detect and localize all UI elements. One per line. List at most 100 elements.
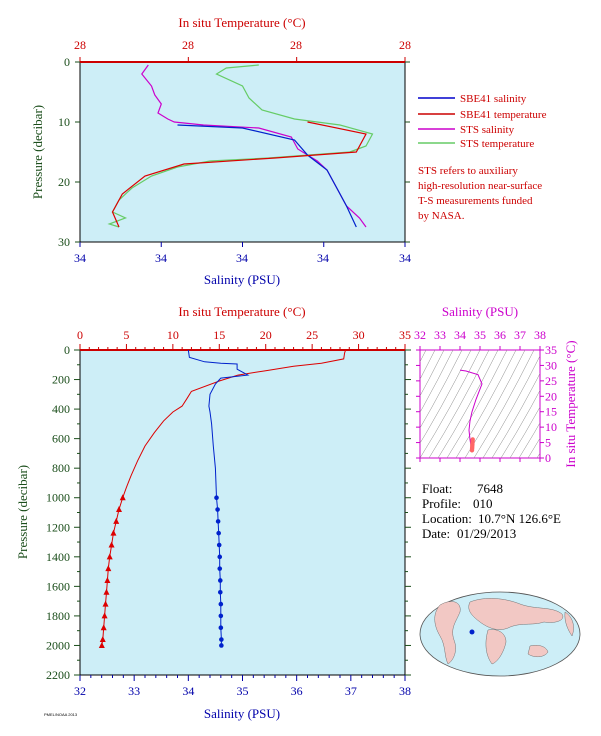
date-label: Date: [422, 526, 450, 541]
temperature-sample-marker [101, 612, 108, 619]
ts-series-group [459, 369, 483, 453]
main-sal-tick: 33 [128, 684, 140, 698]
density-contour [420, 350, 463, 429]
top-temp-tick: 28 [74, 38, 86, 52]
main-sal-tick: 37 [345, 684, 357, 698]
ts-temperature-tick: 20 [545, 389, 557, 403]
main-pressure-tick: 1200 [46, 520, 70, 534]
top-legend: SBE41 salinity SBE41 temperature STS sal… [418, 93, 547, 150]
salinity-sample-marker [216, 542, 222, 548]
main-sal-tick: 34 [182, 684, 194, 698]
main-pressure-tick: 1000 [46, 491, 70, 505]
salinity-sample-marker [217, 589, 223, 595]
legend-label: STS salinity [460, 124, 515, 136]
ts-plot-area [419, 349, 541, 459]
temperature-sample-marker [99, 636, 106, 643]
float-location-marker [469, 629, 475, 635]
salinity-sample-marker [217, 578, 223, 583]
top-sal-tick: 34 [236, 251, 248, 265]
main-temp-tick: 5 [123, 328, 129, 342]
top-series-group [107, 64, 374, 228]
ts-temperature-tick: 35 [545, 343, 557, 357]
main-temp-tick: 10 [167, 328, 179, 342]
main-temperature-ticks: 0 5 10 15 20 25 30 35 [77, 328, 411, 342]
map-land-australia [527, 645, 549, 657]
density-contour [491, 372, 540, 458]
profile-label: Profile: [422, 496, 461, 511]
top-pressure-tick: 10 [58, 115, 70, 129]
density-contour [555, 350, 601, 458]
world-map [419, 591, 581, 677]
top-pressure-ticks: 0 10 20 30 [58, 55, 70, 249]
date-value: 01/29/2013 [457, 526, 516, 541]
ts-temperature-axis-title: In situ Temperature (°C) [563, 340, 578, 467]
main-temp-tick: 15 [213, 328, 225, 342]
temperature-sample-marker [110, 529, 117, 536]
salinity-sample-marker [218, 613, 224, 619]
top-temperature-axis-title: In situ Temperature (°C) [178, 15, 305, 30]
density-contour [420, 350, 454, 413]
main-pressure-tick: 1800 [46, 609, 70, 623]
main-pressure-tick: 1400 [46, 550, 70, 564]
top-tick-marks [75, 57, 410, 247]
float-label: Float: [422, 481, 452, 496]
main-salinity-ticks: 32 33 34 35 36 37 38 [74, 684, 411, 698]
main-pressure-tick: 0 [64, 343, 70, 357]
temperature-sample-marker [102, 600, 109, 607]
top-series-sbe41-salinity [177, 124, 357, 228]
density-contour [420, 350, 481, 458]
credit-text: PMEL/NOAA 2013 [44, 712, 78, 717]
note-line: STS refers to auxiliary [418, 165, 518, 177]
ts-salinity-tick: 38 [534, 328, 546, 342]
temperature-sample-marker [119, 494, 126, 501]
top-salinity-ticks: 34 34 34 34 34 [74, 251, 411, 265]
main-pressure-tick: 1600 [46, 579, 70, 593]
density-contour [420, 350, 445, 397]
main-temp-tick: 25 [306, 328, 318, 342]
main-pressure-tick: 200 [52, 373, 70, 387]
main-sal-tick: 32 [74, 684, 86, 698]
main-sal-tick: 35 [237, 684, 249, 698]
float-value: 7648 [477, 481, 503, 496]
main-temp-tick: 30 [353, 328, 365, 342]
ts-salinity-ticks: 32 33 34 35 36 37 38 [414, 328, 546, 462]
ts-temperature-tick: 30 [545, 358, 557, 372]
density-contour [437, 350, 499, 458]
salinity-sample-marker [219, 643, 224, 648]
ts-salinity-tick: 32 [414, 328, 426, 342]
ts-salinity-tick: 34 [454, 328, 466, 342]
temperature-sample-marker [106, 553, 113, 560]
map-land-eurasia [468, 598, 564, 630]
top-sal-tick: 34 [317, 251, 329, 265]
density-contour [509, 406, 540, 458]
top-temp-tick: 28 [182, 38, 194, 52]
top-temp-tick: 28 [290, 38, 302, 52]
top-pressure-tick: 0 [64, 55, 70, 69]
ts-temperature-tick: 25 [545, 374, 557, 388]
salinity-sample-marker [215, 507, 220, 512]
top-temperature-ticks: 28 28 28 28 [74, 38, 411, 52]
main-pressure-tick: 2000 [46, 638, 70, 652]
top-series-sbe41-temperature [111, 121, 367, 228]
top-temp-tick: 28 [399, 38, 411, 52]
main-pressure-tick: 600 [52, 432, 70, 446]
ts-curve [459, 369, 483, 451]
note-line: by NASA. [418, 210, 465, 222]
main-tick-marks [74, 344, 411, 681]
salinity-sample-marker [215, 519, 221, 524]
density-contour [446, 350, 508, 458]
top-sal-tick: 34 [74, 251, 86, 265]
salinity-sample-marker [219, 637, 224, 642]
legend-label: SBE41 temperature [460, 109, 547, 121]
density-contour [527, 437, 540, 458]
main-salinity-axis-title: Salinity (PSU) [204, 706, 280, 721]
salinity-sample-marker [216, 530, 221, 536]
temperature-sample-marker [105, 565, 112, 572]
main-temp-tick: 20 [260, 328, 272, 342]
salinity-sample-marker [214, 495, 219, 501]
main-pressure-tick: 400 [52, 402, 70, 416]
salinity-sample-marker [217, 566, 223, 571]
main-series-group [98, 349, 347, 648]
map-land-africa [485, 629, 507, 665]
